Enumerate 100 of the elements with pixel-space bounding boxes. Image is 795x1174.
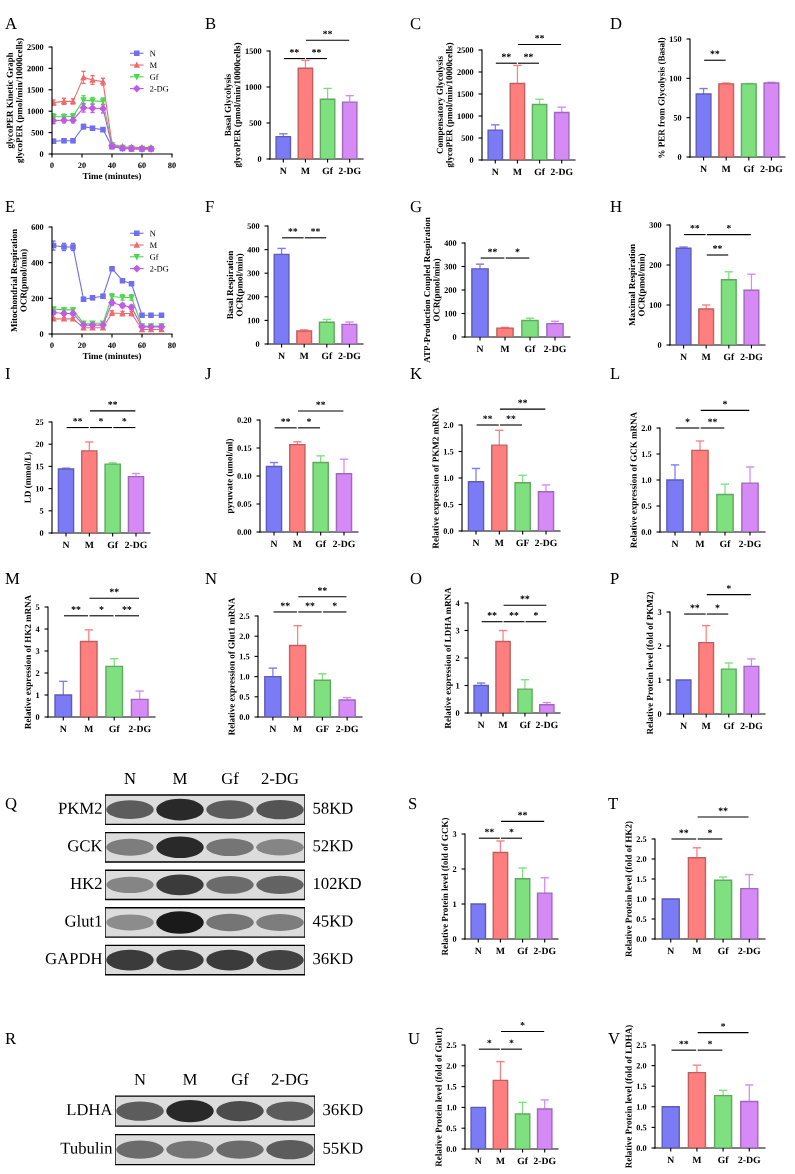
x-tick-label: M <box>496 947 505 955</box>
text: ** <box>73 417 83 422</box>
x-tick-label: M <box>496 1157 505 1165</box>
legend-label: 2-DG <box>150 85 169 92</box>
y-tick-label: 5 <box>35 604 40 610</box>
legend-label: N <box>149 50 156 57</box>
x-tick-label: Gf <box>517 1157 529 1165</box>
legend-label: Gf <box>150 253 159 260</box>
text: * <box>332 602 337 607</box>
chart-title: V <box>608 1033 620 1045</box>
text: * <box>509 1039 514 1044</box>
text: ** <box>690 604 700 609</box>
y-tick-label: 0.10 <box>237 473 252 480</box>
y-axis-title: % PER from Glycolysis (Basal) <box>658 37 667 158</box>
y-tick-label: 500 <box>461 135 474 141</box>
x-tick-label: N <box>279 167 287 175</box>
chart-title: S <box>409 797 417 810</box>
annotation: ** <box>710 50 720 55</box>
chart-title: I <box>5 368 10 380</box>
y-tick-label: 1500 <box>245 48 262 54</box>
x-tick-label: 2-DG <box>760 165 783 173</box>
x-tick-label: 2-DG <box>533 947 556 955</box>
y-axis-title: Maximal Respiration OCR(pmol/min) <box>628 244 647 326</box>
y-tick-label: 2500 <box>457 47 474 53</box>
annotation: * <box>306 418 312 422</box>
x-tick-label: M <box>84 725 94 733</box>
category-label: Gf <box>221 772 239 785</box>
category-label: LDHA <box>66 1104 113 1116</box>
y-tick-label: 2.5 <box>636 836 647 843</box>
chart-title: P <box>610 573 619 585</box>
annotation: ** <box>501 53 511 58</box>
x-tick-label: 20 <box>78 162 86 169</box>
x-tick-label: N <box>278 352 285 360</box>
y-tick-label: 2000 <box>457 69 474 75</box>
x-tick-label: Gf <box>743 165 755 173</box>
x-tick-label: 60 <box>138 342 146 349</box>
category-label: N <box>134 1073 146 1085</box>
text: ** <box>535 34 545 39</box>
category-label: 2-DG <box>261 772 299 785</box>
y-tick-label: 0.5 <box>641 503 652 510</box>
category-label: 36KD <box>313 953 353 965</box>
y-tick-label: 200 <box>649 262 662 268</box>
y-tick-label: 2.5 <box>239 613 250 620</box>
legend-label: M <box>149 242 157 248</box>
x-tick-label: Gf <box>109 725 120 733</box>
category-label: 2-DG <box>271 1073 309 1085</box>
x-tick-label: 2-DG <box>738 1156 761 1164</box>
y-tick-label: 2.0 <box>239 633 250 640</box>
y-tick-label: 500 <box>31 129 44 136</box>
y-tick-label: 1.0 <box>446 1104 457 1111</box>
x-tick-label: 2-DG <box>535 539 558 547</box>
x-tick-label: N <box>59 725 67 733</box>
x-tick-label: N <box>474 1157 482 1165</box>
y-tick-label: 2000 <box>27 65 44 72</box>
text: * <box>722 400 728 405</box>
y-tick-label: 300 <box>649 222 662 228</box>
chart-title: C <box>410 17 421 30</box>
x-tick-label: N <box>667 947 675 955</box>
x-tick-label: Gf <box>520 721 531 729</box>
legend-label: Gf <box>150 73 159 80</box>
text: * <box>715 604 720 609</box>
y-tick-label: 0 <box>452 936 457 942</box>
text: * <box>509 828 514 833</box>
x-tick-label: 2-DG <box>338 352 361 360</box>
annotation: ** <box>509 612 519 616</box>
y-axis-title: Mitochondrial Respiration OCR(pmol/min) <box>10 229 29 332</box>
y-tick-label: 100 <box>649 302 662 308</box>
x-tick-label: Gf <box>723 353 735 361</box>
y-tick-label: 400 <box>31 260 44 266</box>
y-tick-label: 1.0 <box>641 477 652 484</box>
x-tick-label: M <box>701 353 711 361</box>
category-label: GAPDH <box>45 953 103 965</box>
annotation: ** <box>289 49 299 53</box>
chart-title: G <box>410 200 422 213</box>
text: ** <box>316 401 326 406</box>
y-tick-label: 2500 <box>27 44 44 50</box>
y-tick-label: 0.5 <box>636 916 647 923</box>
x-tick-label: N <box>671 540 679 548</box>
y-tick-label: 0 <box>452 334 457 340</box>
chart-title: F <box>205 201 214 213</box>
y-tick-label: 0 <box>657 711 662 717</box>
x-tick-label: 2-DG <box>535 721 558 729</box>
x-tick-label: Gf <box>322 167 334 175</box>
text: * <box>685 418 690 423</box>
x-tick-label: N <box>491 168 499 176</box>
x-tick-label: Gf <box>517 947 529 955</box>
x-tick-label: M <box>494 539 504 547</box>
x-tick-label: N <box>700 165 707 173</box>
x-tick-label: Gf <box>321 352 333 360</box>
category-label: M <box>183 1073 197 1085</box>
y-tick-label: 2.0 <box>443 422 454 429</box>
y-tick-label: 2.0 <box>446 1063 457 1069</box>
y-tick-label: 0.15 <box>237 445 252 452</box>
x-tick-label: M <box>695 540 705 548</box>
chart-title: B <box>205 18 216 30</box>
y-tick-label: 0.0 <box>641 529 652 536</box>
text: * <box>721 1023 726 1027</box>
chart-title: E <box>5 201 15 213</box>
chart-title: T <box>608 798 618 810</box>
text: * <box>520 1021 525 1026</box>
